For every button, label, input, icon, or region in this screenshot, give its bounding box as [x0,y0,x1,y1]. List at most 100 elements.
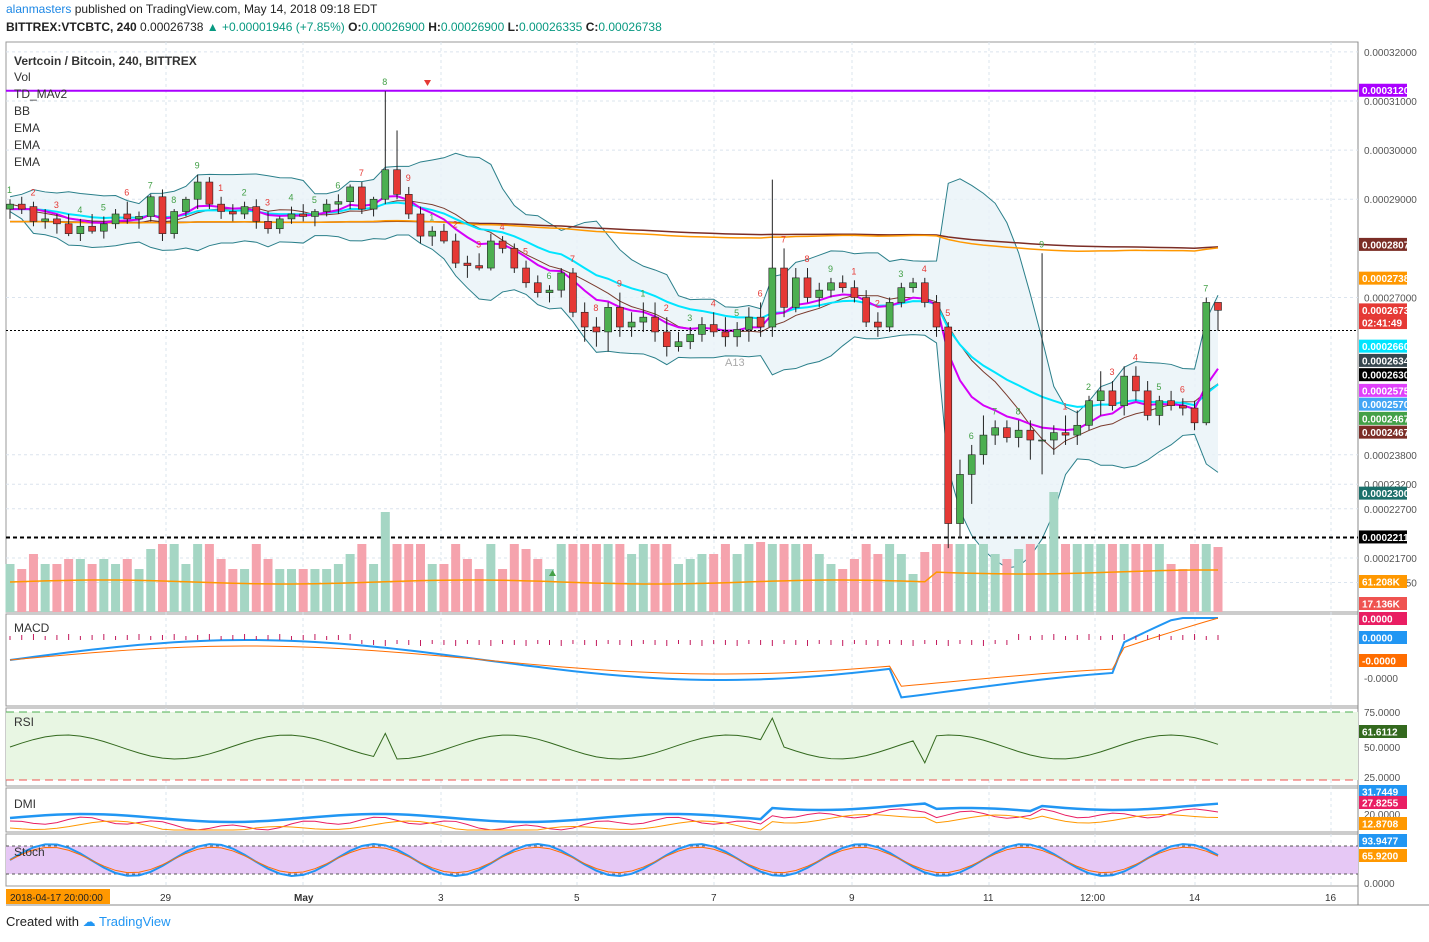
td-count-label: 4 [500,222,505,232]
candle [639,302,648,332]
candle-body [522,267,530,284]
candle [240,201,249,219]
candle [299,204,308,222]
candle [1050,425,1058,455]
candle [428,226,437,246]
volume-bar [263,559,273,612]
candle-body [111,213,120,225]
volume-bar [111,564,121,612]
dmi-plus-badge-bg [1359,796,1407,809]
td-count-label: 2 [664,303,669,313]
volume-badge-bg [1359,597,1407,610]
candle [745,307,753,342]
dmi-plus-line [9,808,1219,831]
volume-bar [662,544,672,612]
price-badge: 0.00024677 [1362,414,1415,425]
candle-body [791,277,800,308]
candle-body [487,240,495,269]
candle [158,189,167,242]
price-badge-bg [1359,353,1407,367]
price-badge: 0.00026346 [1362,356,1415,367]
price-badge: 0.00026300 [1362,371,1415,382]
candle [1073,410,1082,445]
td-count-label: 1 [218,183,223,193]
dmi-minus-line [9,814,1219,831]
candle [217,196,225,219]
candle [475,253,483,271]
td-count-label: 3 [1109,367,1114,377]
candle-body [1096,390,1105,402]
candle [440,223,448,244]
candle-body [100,223,108,232]
candle [956,459,964,539]
volume-bar [990,554,1000,612]
price-badge: 0.00027384 [1362,274,1415,285]
volume-bar [568,544,578,612]
candle [803,268,812,303]
dmi-pane-label: DMI [14,797,36,811]
author-link[interactable]: alanmasters [6,2,72,16]
volume-bar [1107,544,1117,612]
candle [557,268,566,298]
td-count-label: 5 [734,308,739,318]
candle-body [920,282,929,303]
low-value: 0.00026335 [518,20,583,34]
td-count-label: 2 [453,220,458,230]
candle [944,322,953,549]
td-count-label: 6 [546,271,551,281]
candle-body [76,225,85,234]
volume-ma-badge-bg [1359,575,1407,588]
volume-bar [157,544,167,612]
volume-bar [169,544,179,612]
td-count-label: 2 [30,188,35,198]
candle [275,216,284,234]
candle-body [651,316,659,333]
candle [616,292,624,337]
candle-body [1179,405,1187,409]
candle [111,209,120,229]
rsi-tick-label: 50.0000 [1364,743,1401,754]
td-count-label: 8 [1016,406,1021,416]
legend-item: EMA [14,155,40,169]
candle-body [240,206,249,215]
tradingview-link[interactable]: TradingView [99,914,171,929]
candle-body [358,186,366,210]
volume-bar [462,559,472,612]
price-badge-bg [1359,303,1407,317]
candle-body [815,289,824,298]
candle [1155,395,1164,426]
td-count-label: 7 [992,406,997,416]
candle-body [475,265,483,269]
candle [53,213,61,234]
stoch-pane-label: Stoch [14,845,45,859]
candle [756,302,765,337]
price-tick-label: 0.00031000 [1364,97,1417,108]
macd-pane-label: MACD [14,621,50,635]
volume-bar [556,544,566,612]
candle [920,277,929,308]
candle-body [322,203,331,212]
price-badge: 02:41:49 [1362,319,1402,330]
volume-bar [1213,547,1223,612]
candle [487,233,495,271]
volume-bar [580,544,590,612]
td-count-label: 4 [922,264,927,274]
td-count-label: 4 [288,193,293,203]
price-badge-bg [1359,316,1407,330]
candle-body [311,211,319,217]
legend-title: Vertcoin / Bitcoin, 240, BITTREX [14,54,197,68]
candle [768,179,777,337]
price-badge-bg [1359,368,1407,382]
candle-body [709,324,718,333]
stoch-k-badge: 93.9477 [1362,837,1399,848]
close-label: C: [585,20,599,34]
price-badge-bg [1359,339,1407,353]
candle-body [1061,432,1070,436]
candle-body [850,287,859,298]
volume-bar [498,569,508,612]
dmi-minus-badge: 12.8708 [1362,820,1399,831]
macd-signal-line [9,617,1219,687]
price-tick-label: 0.00027000 [1364,294,1417,305]
candle [721,317,730,347]
